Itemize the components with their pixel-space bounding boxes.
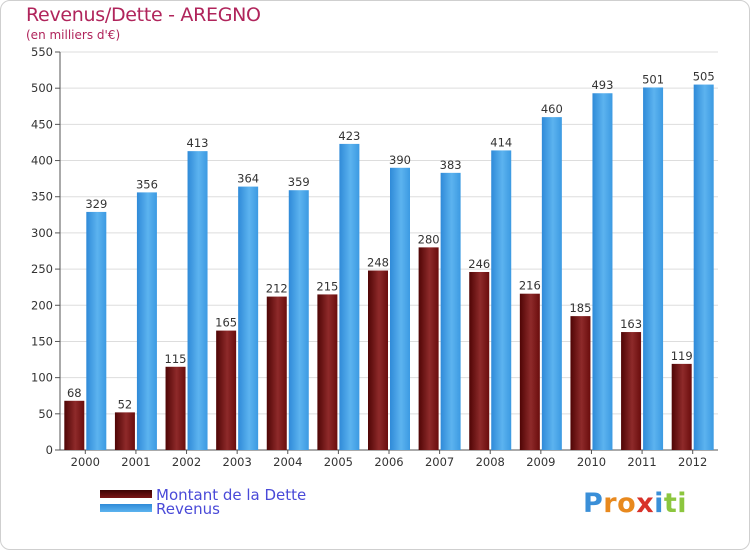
bar-revenue-label: 364 <box>237 172 259 186</box>
data-labels: 68 329 52 356 115 413 165 364 212 359 215 423 248 390… <box>67 70 715 412</box>
bar-debt-label: 212 <box>266 282 288 296</box>
bar-revenue <box>541 117 562 451</box>
x-tick-label: 2007 <box>425 455 454 469</box>
grid-lines <box>60 51 718 415</box>
legend-label-debt: Montant de la Dette <box>156 486 307 504</box>
logo-letter: r <box>603 488 618 519</box>
bar-debt <box>418 247 439 450</box>
bar-revenue-label: 390 <box>389 153 411 167</box>
x-tick-label: 2011 <box>627 455 656 469</box>
bar-debt <box>368 270 388 450</box>
bar-chart: 0 50 100 150 200 250 300 350 400 450 500 550 2000 200… <box>31 45 718 469</box>
y-tick-label: 0 <box>46 443 53 457</box>
bar-revenue <box>288 190 309 450</box>
bar-debt-label: 68 <box>67 386 82 400</box>
y-tick-label: 350 <box>31 190 53 204</box>
bar-debt-label: 52 <box>118 397 133 411</box>
bar-revenue-label: 413 <box>187 136 209 150</box>
chart-subtitle: (en milliers d'€) <box>26 28 121 42</box>
y-tick-label: 150 <box>31 334 53 348</box>
y-tick-label: 200 <box>31 298 53 312</box>
bar-debt <box>266 296 287 450</box>
bar-debt <box>570 316 591 450</box>
x-tick-label: 2008 <box>476 455 505 469</box>
bar-debt <box>216 330 237 450</box>
bar-revenue <box>693 84 714 451</box>
bar-revenue <box>187 151 208 450</box>
legend-label-revenue: Revenus <box>156 500 220 518</box>
bar-revenue <box>592 93 613 450</box>
bar-revenue-label: 414 <box>490 135 512 149</box>
bar-revenue-label: 423 <box>338 129 360 143</box>
bar-revenue-label: 460 <box>541 102 563 116</box>
bar-debt-label: 246 <box>468 257 490 271</box>
bar-revenue <box>491 150 512 450</box>
legend-swatch-revenue <box>100 504 152 512</box>
logo-letter: o <box>617 488 637 519</box>
x-tick-label: 2003 <box>223 455 252 469</box>
bar-revenue <box>238 186 259 450</box>
bar-revenue <box>339 143 360 450</box>
y-tick-label: 250 <box>31 262 53 276</box>
bar-debt <box>469 271 490 450</box>
bars <box>64 84 714 451</box>
bar-debt <box>621 332 642 450</box>
bar-debt <box>64 400 85 450</box>
bar-debt <box>671 363 692 450</box>
logo-letter: t <box>663 488 678 519</box>
x-tick-label: 2001 <box>121 455 150 469</box>
x-tick-label: 2010 <box>577 455 606 469</box>
bar-debt <box>114 412 135 450</box>
bar-revenue <box>86 211 107 450</box>
x-tick-label: 2005 <box>324 455 353 469</box>
logo-letter: P <box>583 488 604 519</box>
logo-letter: x <box>636 488 655 519</box>
logo-letter: i <box>654 488 664 519</box>
bar-debt <box>317 294 338 450</box>
bar-debt-label: 215 <box>316 279 338 293</box>
x-tick-label: 2012 <box>678 455 707 469</box>
bar-revenue-label: 383 <box>440 158 462 172</box>
bar-revenue-label: 356 <box>136 177 158 191</box>
bar-debt-label: 163 <box>620 317 642 331</box>
y-tick-label: 100 <box>31 371 53 385</box>
chart-title: Revenus/Dette - AREGNO <box>26 4 261 26</box>
bar-revenue-label: 329 <box>85 197 107 211</box>
bar-debt-label: 280 <box>418 232 440 246</box>
bar-revenue-label: 493 <box>591 78 613 92</box>
bar-revenue-label: 501 <box>642 72 664 86</box>
bar-debt-label: 185 <box>569 301 591 315</box>
bar-revenue <box>136 192 157 451</box>
x-tick-label: 2000 <box>71 455 100 469</box>
x-tick-label: 2006 <box>374 455 403 469</box>
y-tick-label: 300 <box>31 226 53 240</box>
x-tick-label: 2002 <box>172 455 201 469</box>
bar-revenue <box>390 167 410 451</box>
bar-debt-label: 119 <box>671 349 693 363</box>
bar-debt-label: 216 <box>519 279 541 293</box>
bar-debt-label: 115 <box>165 352 187 366</box>
x-tick-label: 2004 <box>273 455 302 469</box>
y-tick-label: 50 <box>38 407 53 421</box>
bar-revenue-label: 359 <box>288 175 310 189</box>
y-tick-label: 500 <box>31 81 53 95</box>
x-tick-label: 2009 <box>526 455 555 469</box>
y-tick-label: 550 <box>31 45 53 59</box>
bar-debt-label: 248 <box>367 256 389 270</box>
bar-debt <box>165 366 186 450</box>
proxiti-logo: Proxiti <box>583 488 687 519</box>
bar-debt <box>519 293 540 450</box>
bar-revenue <box>440 172 461 450</box>
bar-debt-label: 165 <box>215 316 237 330</box>
logo-letter: i <box>677 488 688 519</box>
y-tick-label: 450 <box>31 117 53 131</box>
bar-revenue-label: 505 <box>693 70 715 84</box>
y-tick-label: 400 <box>31 154 53 168</box>
bar-revenue <box>643 87 664 450</box>
legend-swatch-debt <box>100 490 152 498</box>
